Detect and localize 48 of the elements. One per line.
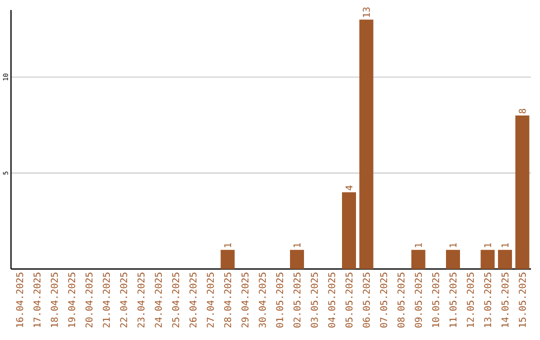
bar [220, 250, 235, 269]
x-tick-label: 24.04.2025 [154, 272, 162, 328]
bar [411, 250, 426, 269]
x-tick-label: 09.05.2025 [414, 272, 422, 328]
bar [480, 250, 495, 269]
x-tick-label: 17.04.2025 [33, 272, 41, 327]
data-label: 8 [518, 108, 526, 114]
x-tick-label: 08.05.2025 [397, 272, 405, 328]
bar [290, 250, 304, 269]
x-tick-label: 14.05.2025 [501, 272, 509, 327]
bar [359, 20, 374, 269]
data-label: 1 [450, 243, 456, 248]
x-tick-label: 06.05.2025 [362, 272, 370, 328]
x-tick-label: 26.04.2025 [189, 272, 197, 328]
x-tick-label: 16.04.2025 [16, 272, 24, 327]
bar [498, 250, 512, 269]
x-tick-label: 13.05.2025 [484, 272, 492, 327]
data-label: 4 [346, 185, 352, 190]
x-tick-label: 02.05.2025 [293, 272, 301, 328]
data-label: 1 [224, 243, 232, 248]
x-tick-label: 10.05.2025 [432, 272, 440, 327]
x-tick-label: 18.04.2025 [50, 272, 58, 327]
x-tick-label: 07.05.2025 [380, 272, 388, 328]
x-tick-label: 12.05.2025 [466, 272, 474, 327]
bar [446, 250, 460, 269]
x-tick-label: 22.04.2025 [120, 272, 128, 328]
data-label: 1 [414, 243, 422, 248]
x-tick-label: 23.04.2025 [137, 272, 145, 328]
data-label: 1 [294, 243, 300, 248]
x-tick-label: 25.04.2025 [172, 272, 180, 328]
bar [342, 192, 356, 269]
x-tick-label: 21.04.2025 [102, 272, 110, 328]
x-tick-label: 29.04.2025 [241, 272, 249, 328]
x-tick-label: 11.05.2025 [449, 272, 457, 327]
bar [515, 116, 530, 269]
x-tick-label: 20.04.2025 [85, 272, 93, 328]
x-tick-label: 05.05.2025 [345, 272, 353, 328]
x-tick-label: 04.05.2025 [328, 272, 336, 328]
x-tick-label: 28.04.2025 [224, 272, 232, 328]
data-label: 13 [362, 7, 370, 17]
data-label: 1 [502, 243, 508, 248]
x-tick-label: 27.04.2025 [206, 272, 214, 328]
x-tick-label: 01.05.2025 [276, 272, 284, 328]
x-tick-label: 15.05.2025 [518, 272, 526, 327]
x-tick-label: 03.05.2025 [310, 272, 318, 328]
x-tick-label: 19.04.2025 [68, 272, 76, 327]
data-label: 1 [484, 243, 492, 248]
x-tick-label: 30.04.2025 [258, 272, 266, 328]
